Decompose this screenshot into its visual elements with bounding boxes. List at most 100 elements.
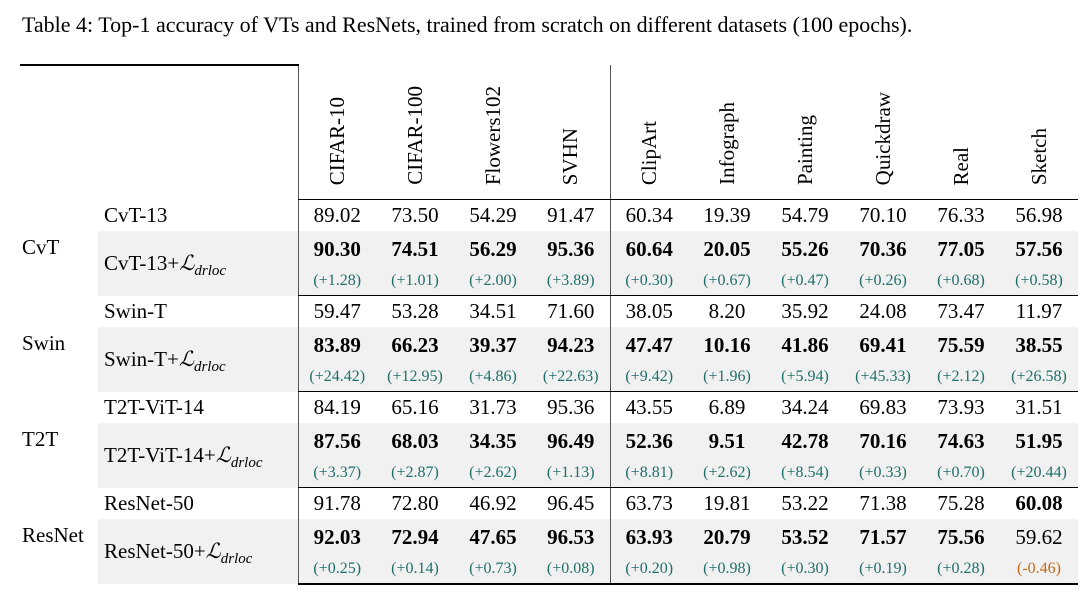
value-cell: 53.22	[781, 491, 829, 515]
value-cell: 46.92	[469, 491, 517, 515]
delta-cell: (+3.37)	[297, 459, 376, 488]
value-cell: 72.94	[376, 519, 454, 555]
loss-subscript: drloc	[193, 358, 226, 375]
table-row: CvT CvT-13 89.02 73.50 54.29 91.47 60.34 19.39 5…	[20, 199, 1078, 296]
table-caption: Table 4: Top-1 accuracy of VTs and ResNe…	[22, 12, 913, 37]
delta-cell: (+2.62)	[688, 459, 766, 488]
value-cell: 9.51	[688, 423, 766, 459]
delta-cell: (+8.81)	[609, 459, 688, 488]
value-cell: 68.03	[376, 423, 454, 459]
delta-cell: (+8.54)	[766, 459, 844, 488]
table-row: ResNet ResNet-50 91.78 72.80 46.92 96.45 63.73…	[20, 487, 1078, 584]
value-cell: 43.55	[609, 391, 688, 423]
delta-cell: (+0.98)	[688, 555, 766, 585]
delta-cell: (+2.87)	[376, 459, 454, 488]
col-header: Quickdraw	[844, 65, 922, 200]
value-cell: 42.78	[766, 423, 844, 459]
delta-cell: (+1.01)	[376, 267, 454, 296]
value-cell: 34.51	[469, 299, 517, 323]
table-row: Swin Swin-T 59.47 53.28 34.51 71.60 38.05 8.20 3…	[20, 295, 1078, 392]
value-cell: 20.05	[688, 231, 766, 267]
value-cell: 96.49	[532, 423, 610, 459]
group-label: T2T	[20, 391, 98, 488]
value-cell: 59.62	[1000, 519, 1078, 555]
value-cell: 70.16	[844, 423, 922, 459]
value-cell: 71.60	[547, 299, 595, 323]
loss-symbol: ℒ	[205, 539, 221, 563]
table-row: CvT-13+ℒdrloc 90.30 74.51 56.29 95.36 60.64 20…	[20, 231, 1078, 296]
model-name: ResNet-50	[104, 490, 194, 515]
delta-cell: (+0.68)	[922, 267, 1000, 296]
model-name: Swin-T+ℒdrloc	[98, 327, 298, 392]
value-cell: 19.39	[703, 203, 751, 227]
loss-symbol: ℒ	[179, 250, 195, 275]
value-cell: 96.53	[532, 519, 610, 555]
delta-cell: (+0.30)	[766, 555, 844, 585]
value-cell: 54.79	[781, 203, 829, 227]
delta-cell: (+2.62)	[454, 459, 532, 488]
delta-cell: (+0.30)	[609, 267, 688, 296]
delta-cell: (+20.44)	[1000, 459, 1078, 488]
model-name: ResNet-50+ℒdrloc	[98, 519, 298, 584]
value-cell: 10.16	[688, 327, 766, 363]
value-cell: 74.51	[376, 231, 454, 267]
value-cell: 73.47	[937, 299, 985, 323]
value-cell: 75.28	[937, 491, 985, 515]
table-row: (+1.28) (+1.01) (+2.00) (+3.89) (+0.30) (+0.6…	[20, 267, 1078, 296]
value-cell: 95.36	[532, 231, 610, 267]
model-name: Swin-T	[104, 298, 167, 323]
delta-cell: (+4.86)	[454, 363, 532, 392]
value-cell: 38.55	[1000, 327, 1078, 363]
value-cell: 39.37	[454, 327, 532, 363]
value-cell: 69.83	[859, 395, 907, 419]
value-cell: 83.89	[297, 327, 376, 363]
delta-cell: (+0.70)	[922, 459, 1000, 488]
table-row: (+3.37) (+2.87) (+2.62) (+1.13) (+8.81) (+2.6…	[20, 459, 1078, 488]
model-name: CvT-13	[104, 202, 168, 227]
value-cell: 91.78	[297, 487, 376, 519]
value-cell: 75.59	[922, 327, 1000, 363]
delta-cell: (+0.58)	[1000, 267, 1078, 296]
col-header: CIFAR-100	[376, 65, 454, 200]
value-cell: 19.81	[703, 491, 751, 515]
value-cell: 56.98	[1015, 203, 1063, 227]
delta-cell: (+0.25)	[297, 555, 376, 585]
header-row: CIFAR-10 CIFAR-100 Flowers102 SVHN ClipA…	[20, 64, 1078, 200]
value-cell: 47.47	[609, 327, 688, 363]
delta-cell: (+0.67)	[688, 267, 766, 296]
col-header: ClipArt	[609, 65, 688, 200]
table-row: Swin-T+ℒdrloc 83.89 66.23 39.37 94.23 47.47 10…	[20, 327, 1078, 392]
value-cell: 95.36	[547, 395, 595, 419]
delta-cell: (+1.13)	[532, 459, 610, 488]
delta-cell: (+0.08)	[532, 555, 610, 585]
value-cell: 55.26	[766, 231, 844, 267]
value-cell: 8.20	[708, 299, 746, 323]
model-name: T2T-ViT-14+ℒdrloc	[98, 423, 298, 488]
col-header: Real	[922, 65, 1000, 200]
delta-cell: (+0.26)	[844, 267, 922, 296]
col-header: Infograph	[688, 65, 766, 200]
value-cell: 63.73	[609, 487, 688, 519]
delta-cell: (+1.96)	[688, 363, 766, 392]
value-cell: 60.64	[609, 231, 688, 267]
value-cell: 34.35	[454, 423, 532, 459]
value-cell: 60.08	[1015, 491, 1063, 515]
value-cell: 38.05	[609, 295, 688, 327]
group-label: Swin	[20, 295, 98, 392]
delta-cell: (+0.73)	[454, 555, 532, 585]
value-cell: 57.56	[1000, 231, 1078, 267]
results-table: CIFAR-10 CIFAR-100 Flowers102 SVHN ClipA…	[20, 64, 1078, 585]
value-cell: 91.47	[547, 203, 595, 227]
value-cell: 75.56	[922, 519, 1000, 555]
table-row: (+0.25) (+0.14) (+0.73) (+0.08) (+0.20) (+0.9…	[20, 555, 1078, 585]
value-cell: 74.63	[922, 423, 1000, 459]
value-cell: 73.93	[937, 395, 985, 419]
loss-subscript: drloc	[220, 551, 253, 567]
model-name: T2T-ViT-14	[104, 394, 204, 419]
delta-cell: (+0.47)	[766, 267, 844, 296]
delta-cell: (+3.89)	[532, 267, 610, 296]
value-cell: 65.16	[391, 395, 439, 419]
delta-cell: (+5.94)	[766, 363, 844, 392]
group-label: ResNet	[20, 487, 98, 584]
table-row: T2T T2T-ViT-14 84.19 65.16 31.73 95.36 43.55 6.…	[20, 391, 1078, 488]
